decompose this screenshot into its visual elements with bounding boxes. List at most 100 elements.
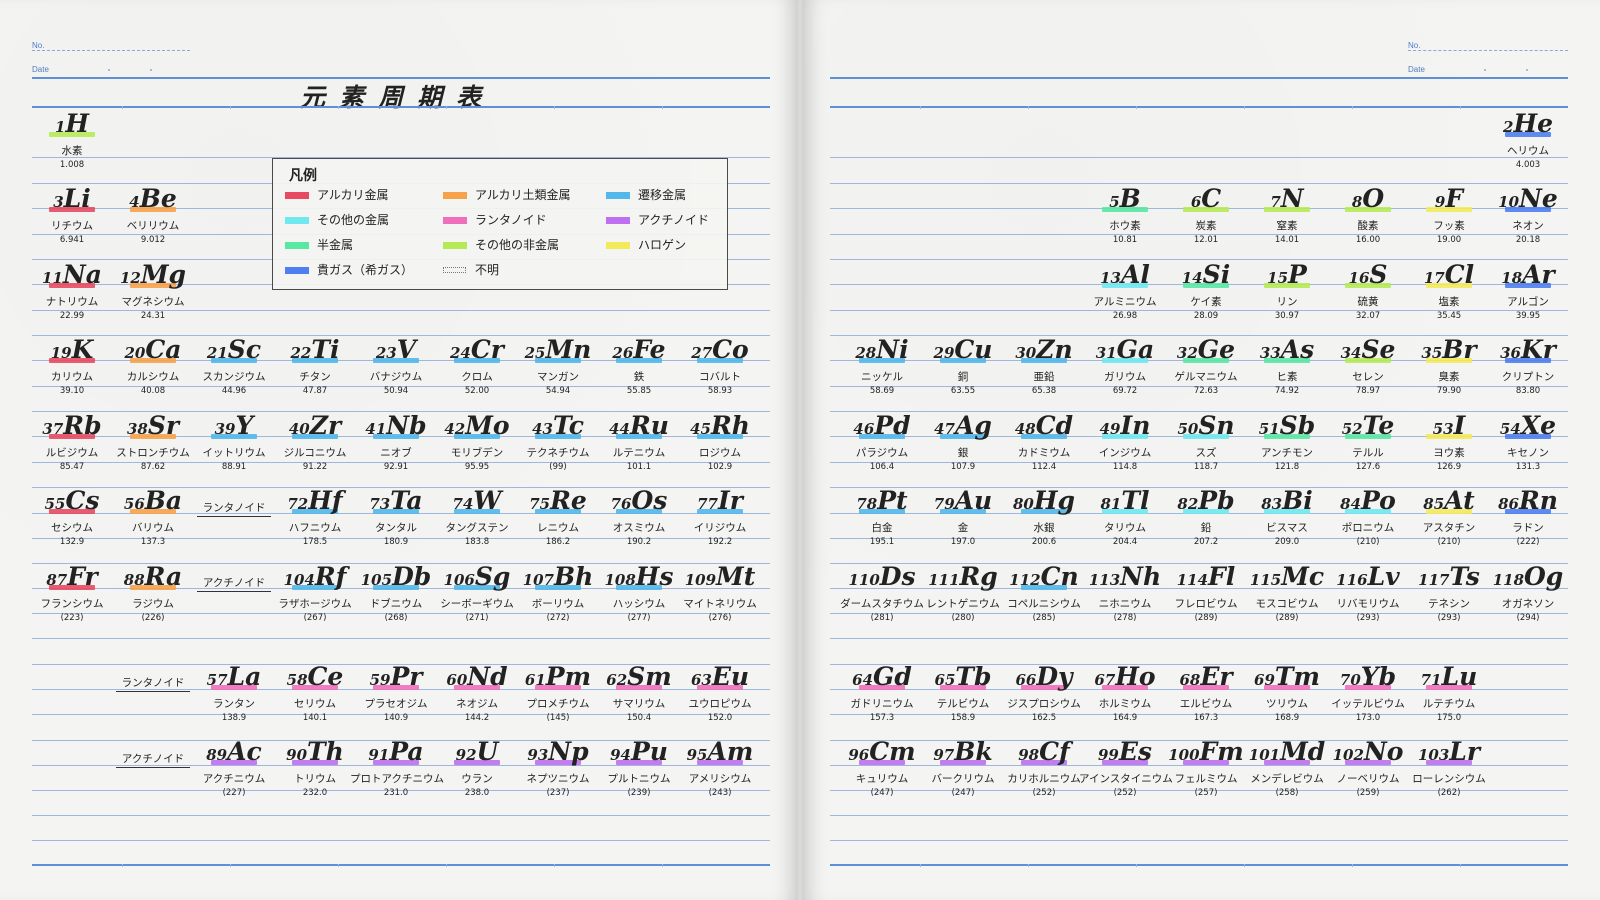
atomic-weight: (239) — [627, 788, 651, 798]
element-cr: 24Cr クロム 52.00 — [437, 334, 517, 408]
element-symbol: 89Ac — [194, 738, 274, 769]
element-he: 2He ヘリウム 4.003 — [1488, 108, 1568, 182]
ruled-line — [32, 638, 770, 639]
atomic-number: 23 — [375, 344, 397, 362]
symbol-letters: Mc — [1281, 562, 1325, 591]
ruled-line — [830, 864, 1568, 866]
element-symbol-block: 23V — [356, 334, 436, 366]
category-highlight — [1505, 283, 1551, 288]
atomic-number: 117 — [1418, 571, 1450, 589]
ruled-line — [32, 310, 770, 311]
atomic-weight: 137.3 — [140, 537, 166, 547]
element-symbol-block: 46Pd — [842, 410, 922, 442]
symbol-letters: N — [1280, 184, 1304, 213]
element-name: ジスプロシウム — [1007, 698, 1081, 710]
atomic-weight: 19.00 — [1436, 235, 1462, 245]
symbol-letters: Sb — [1279, 411, 1316, 440]
symbol-letters: Li — [63, 184, 91, 213]
element-symbol-block: 9F — [1409, 183, 1489, 215]
ruled-tick — [338, 106, 339, 109]
element-symbol-block: 53I — [1409, 410, 1489, 442]
element-name: ルテニウム — [612, 447, 666, 459]
atomic-number: 46 — [853, 420, 875, 438]
atomic-number: 44 — [609, 420, 630, 438]
atomic-weight: 47.87 — [302, 386, 328, 396]
atomic-number: 96 — [848, 746, 870, 764]
atomic-weight: (99) — [549, 462, 567, 472]
element-name: ビスマス — [1266, 522, 1308, 534]
element-name: タリウム — [1104, 522, 1146, 534]
category-highlight — [373, 434, 419, 439]
category-highlight — [454, 509, 500, 514]
element-symbol: 43Tc — [518, 412, 598, 443]
category-highlight — [616, 760, 662, 765]
symbol-letters: Mn — [545, 335, 592, 364]
element-name: ボーリウム — [531, 598, 585, 610]
atomic-number: 3 — [53, 193, 64, 211]
atomic-number: 54 — [1499, 420, 1521, 438]
category-highlight — [697, 760, 743, 765]
element-p: 15P リン 30.97 — [1247, 259, 1327, 333]
element-name: ツリウム — [1266, 698, 1308, 710]
element-name: 臭素 — [1438, 371, 1460, 383]
atomic-number: 22 — [290, 344, 312, 362]
element-symbol: 23V — [356, 336, 436, 367]
ruled-line — [32, 563, 770, 564]
element-name: ダームスタチウム — [840, 598, 924, 610]
element-name: クリプトン — [1501, 371, 1555, 383]
element-symbol: 32Ge — [1166, 336, 1246, 367]
element-w: 74W タングステン 183.8 — [437, 485, 517, 559]
atomic-number: 18 — [1501, 269, 1523, 287]
symbol-letters: As — [1280, 335, 1315, 364]
element-eu: 63Eu ユウロピウム 152.0 — [680, 661, 760, 735]
element-symbol: 12Mg — [113, 261, 193, 292]
category-highlight — [1426, 685, 1472, 690]
atomic-number: 85 — [1423, 495, 1445, 513]
legend-swatch — [443, 242, 467, 249]
symbol-letters: Ac — [227, 737, 262, 766]
element-symbol: 65Tb — [923, 663, 1003, 694]
element-name: パラジウム — [855, 447, 909, 459]
atomic-weight: (237) — [546, 788, 570, 798]
atomic-weight: 152.0 — [707, 713, 733, 723]
category-highlight — [1505, 358, 1551, 363]
category-highlight — [454, 685, 500, 690]
element-symbol: 116Lv — [1328, 563, 1408, 594]
ruled-line — [32, 462, 770, 463]
atomic-number: 103 — [1417, 746, 1450, 764]
date-dot — [108, 69, 110, 71]
element-hg: 80Hg 水銀 200.6 — [1004, 485, 1084, 559]
atomic-weight: 164.9 — [1112, 713, 1138, 723]
category-highlight — [940, 509, 986, 514]
element-symbol: 15P — [1247, 261, 1327, 292]
category-highlight — [49, 585, 95, 590]
legend-label: ハロゲン — [638, 238, 687, 252]
element-symbol: 107Bh — [518, 563, 598, 594]
element-ni: 28Ni ニッケル 58.69 — [842, 334, 922, 408]
category-highlight — [859, 358, 905, 363]
atomic-weight: 173.0 — [1355, 713, 1381, 723]
atomic-number: 43 — [532, 420, 553, 438]
element-tl: 81Tl タリウム 204.4 — [1085, 485, 1165, 559]
category-highlight — [940, 685, 986, 690]
element-sb: 51Sb アンチモン 121.8 — [1247, 410, 1327, 484]
element-symbol-block: 22Ti — [275, 334, 355, 366]
element-symbol-block: 52Te — [1328, 410, 1408, 442]
atomic-weight: 50.94 — [383, 386, 409, 396]
atomic-weight: (276) — [708, 613, 732, 623]
ruled-tick — [338, 864, 339, 867]
element-symbol-block: 109Mt — [680, 561, 760, 593]
category-highlight — [1505, 132, 1551, 137]
symbol-letters: Md — [1280, 737, 1326, 766]
element-symbol-block: 113Nh — [1085, 561, 1165, 593]
atomic-number: 17 — [1423, 269, 1445, 287]
atomic-number: 60 — [446, 671, 468, 689]
element-symbol: 80Hg — [1004, 487, 1084, 518]
atomic-number: 101 — [1248, 746, 1281, 764]
atomic-number: 99 — [1097, 746, 1119, 764]
ruled-tick — [662, 106, 663, 109]
element-symbol-block: 63Eu — [680, 661, 760, 693]
category-highlight — [1426, 434, 1472, 439]
atomic-weight: 28.09 — [1193, 311, 1219, 321]
symbol-letters: Eu — [711, 662, 750, 691]
